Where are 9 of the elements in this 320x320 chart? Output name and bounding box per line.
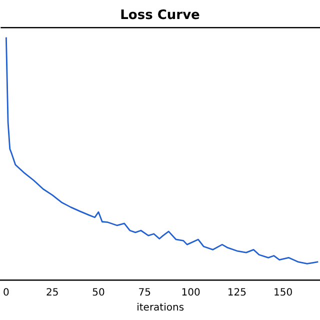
x-tick-label: 125 bbox=[227, 288, 246, 299]
chart-title: Loss Curve bbox=[120, 8, 200, 24]
x-tick-label: 0 bbox=[2, 288, 10, 299]
x-tick-label: 150 bbox=[274, 288, 293, 299]
x-tick-label: 100 bbox=[181, 288, 200, 299]
x-axis-title: iterations bbox=[136, 302, 184, 314]
x-tick-label: 25 bbox=[46, 288, 59, 299]
x-tick-label: 50 bbox=[92, 288, 105, 299]
x-tick-label: 75 bbox=[138, 288, 151, 299]
